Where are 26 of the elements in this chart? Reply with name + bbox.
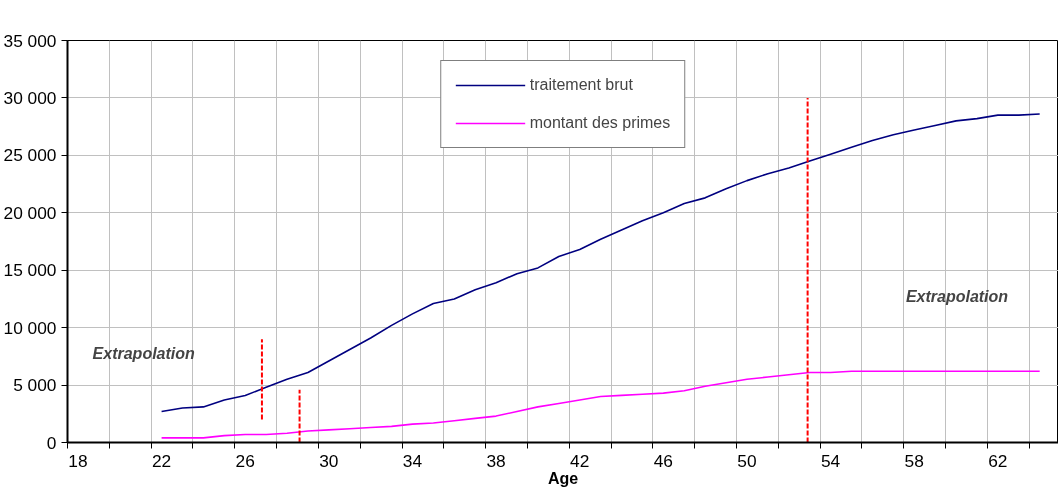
y-tick-label: 5 000 (13, 375, 57, 396)
line-series (160, 370, 1041, 439)
x-tick-label: 62 (988, 450, 1008, 471)
x-tick-label: 46 (653, 450, 673, 471)
y-tick-label: 30 000 (3, 87, 57, 108)
legend-label: traitement brut (529, 76, 633, 94)
y-tick-label: 25 000 (3, 145, 57, 166)
x-tick-label: 18 (68, 450, 88, 471)
legend-label: montant des primes (529, 114, 671, 132)
x-tick-label: 26 (235, 450, 255, 471)
annotation: Extrapolation (92, 345, 196, 363)
annotation: Extrapolation (905, 287, 1009, 305)
x-axis-title: Age (547, 469, 579, 487)
y-tick-label: 0 (46, 432, 57, 453)
y-tick-label: 10 000 (3, 317, 57, 338)
x-tick-label: 58 (904, 450, 924, 471)
x-tick-label: 50 (737, 450, 757, 471)
y-tick-label: 15 000 (3, 260, 57, 281)
y-tick-label: 20 000 (3, 202, 57, 223)
x-tick-label: 38 (486, 450, 506, 471)
x-tick-label: 54 (820, 450, 841, 471)
x-tick-label: 30 (319, 450, 339, 471)
y-tick-label: 35 000 (3, 30, 57, 51)
x-tick-label: 22 (151, 450, 172, 471)
x-tick-label: 34 (402, 450, 423, 471)
x-tick-label: 42 (570, 450, 590, 471)
